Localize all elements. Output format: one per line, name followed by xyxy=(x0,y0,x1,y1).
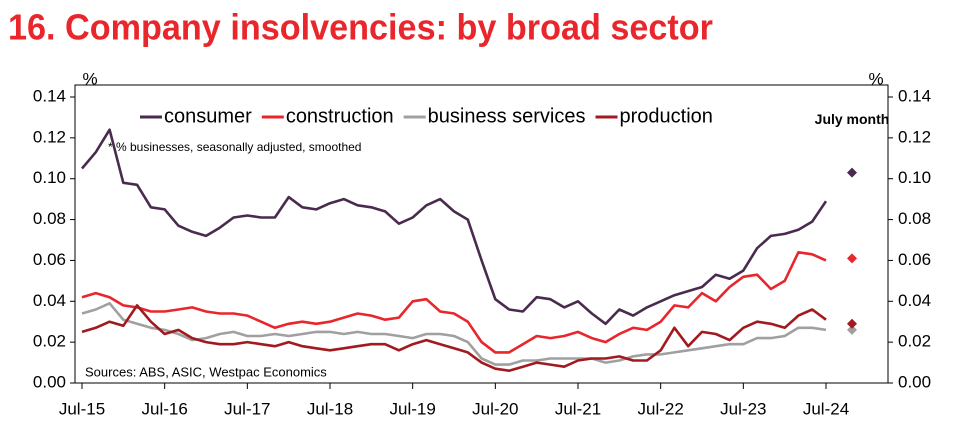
july-month-marker xyxy=(847,253,857,264)
july-month-marker xyxy=(847,318,857,329)
legend-label: business services xyxy=(428,105,586,127)
x-tick-label: Jul-22 xyxy=(638,399,684,418)
x-tick-label: Jul-21 xyxy=(555,399,601,418)
series-line xyxy=(81,128,828,326)
legend-label: consumer xyxy=(164,105,252,127)
y2-tick-label: 0.04 xyxy=(898,291,931,310)
y-tick-label: 0.14 xyxy=(33,86,66,105)
x-tick-label: Jul-19 xyxy=(390,399,436,418)
y-tick-label: 0.04 xyxy=(33,291,66,310)
x-tick-label: Jul-23 xyxy=(720,399,766,418)
y2-tick-label: 0.06 xyxy=(898,250,931,269)
legend-label: production xyxy=(620,105,713,127)
plot-frame xyxy=(74,84,889,384)
y2-tick-label: 0.08 xyxy=(898,209,931,228)
y-tick-label: 0.12 xyxy=(33,127,66,146)
x-tick-label: Jul-20 xyxy=(472,399,518,418)
x-tick-label: Jul-24 xyxy=(803,399,849,418)
legend-label: construction xyxy=(286,105,394,127)
y2-tick-label: 0.14 xyxy=(898,86,931,105)
x-tick-label: Jul-16 xyxy=(142,399,188,418)
y2-tick-label: 0.00 xyxy=(898,372,931,391)
note: * % businesses, seasonally adjusted, smo… xyxy=(108,140,361,154)
x-tick-label: Jul-18 xyxy=(307,399,353,418)
x-tick-label: Jul-17 xyxy=(224,399,270,418)
y2-axis-label: % xyxy=(868,69,883,88)
y-tick-label: 0.10 xyxy=(33,168,66,187)
source: Sources: ABS, ASIC, Westpac Economics xyxy=(85,364,327,379)
chart-title: 16. Company insolvencies: by broad secto… xyxy=(8,7,713,48)
y-tick-label: 0.02 xyxy=(33,332,66,351)
x-tick-label: Jul-15 xyxy=(59,399,105,418)
y2-tick-label: 0.12 xyxy=(898,127,931,146)
y2-tick-label: 0.02 xyxy=(898,332,931,351)
july-month-marker xyxy=(847,167,857,178)
series-line xyxy=(81,304,827,372)
annotation: July month xyxy=(814,111,890,127)
series-line xyxy=(81,302,827,366)
y-axis-label: % xyxy=(82,69,97,88)
y2-tick-label: 0.10 xyxy=(898,168,931,187)
y-tick-label: 0.00 xyxy=(33,372,66,391)
y-tick-label: 0.06 xyxy=(33,250,66,269)
y-tick-label: 0.08 xyxy=(33,209,66,228)
series-line xyxy=(81,251,827,354)
july-month-marker xyxy=(847,324,857,335)
